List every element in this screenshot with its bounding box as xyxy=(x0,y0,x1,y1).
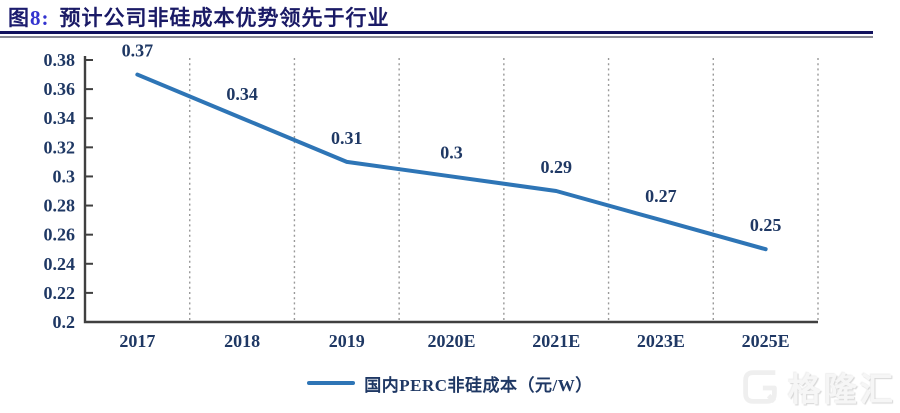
y-tick-label: 0.24 xyxy=(44,254,76,274)
figure-title: 图8: 预计公司非硅成本优势领先于行业 xyxy=(8,2,390,32)
y-tick-label: 0.3 xyxy=(53,166,76,186)
legend-series-label: 国内PERC非硅成本（元/W） xyxy=(364,375,593,395)
data-label: 0.31 xyxy=(331,128,363,148)
y-tick-label: 0.34 xyxy=(44,108,76,128)
y-tick-label: 0.26 xyxy=(44,225,76,245)
y-tick-label: 0.32 xyxy=(44,137,76,157)
x-tick-label: 2023E xyxy=(637,331,685,351)
line-chart: 0.38 0.36 0.34 0.32 0.3 0.28 0.26 0.24 0.22 0.2 20… xyxy=(0,38,900,360)
title-underline-gray xyxy=(0,36,873,38)
x-tick-label: 2025E xyxy=(742,331,790,351)
figure-label-number: 8: xyxy=(30,6,50,30)
y-tick-label: 0.38 xyxy=(44,50,76,70)
x-tick-label: 2021E xyxy=(532,331,580,351)
series-line xyxy=(135,72,768,252)
data-label: 0.37 xyxy=(122,41,154,61)
data-label: 0.29 xyxy=(540,157,572,177)
chart-legend: 国内PERC非硅成本（元/W） xyxy=(0,368,900,398)
axis-lines xyxy=(83,56,818,324)
line-chart-canvas: 0.38 0.36 0.34 0.32 0.3 0.28 0.26 0.24 0.22 0.2 20… xyxy=(44,41,819,351)
figure-title-text: 预计公司非硅成本优势领先于行业 xyxy=(59,6,390,30)
figure-label-char: 图 xyxy=(8,6,30,30)
x-tick-label: 2017 xyxy=(119,331,155,351)
y-tick-label: 0.2 xyxy=(53,312,76,332)
y-tick-label: 0.28 xyxy=(44,196,76,216)
data-label: 0.34 xyxy=(226,84,258,104)
x-tick-label: 2020E xyxy=(427,331,475,351)
y-tick-label: 0.36 xyxy=(44,79,76,99)
title-underline-dark xyxy=(0,31,873,34)
data-label: 0.27 xyxy=(645,186,677,206)
data-label: 0.25 xyxy=(750,215,782,235)
data-label: 0.3 xyxy=(440,142,463,162)
figure-label: 图8: xyxy=(8,6,50,30)
y-tick-label: 0.22 xyxy=(44,283,76,303)
x-tick-label: 2018 xyxy=(224,331,260,351)
x-tick-label: 2019 xyxy=(329,331,365,351)
legend-line-swatch xyxy=(307,381,356,385)
